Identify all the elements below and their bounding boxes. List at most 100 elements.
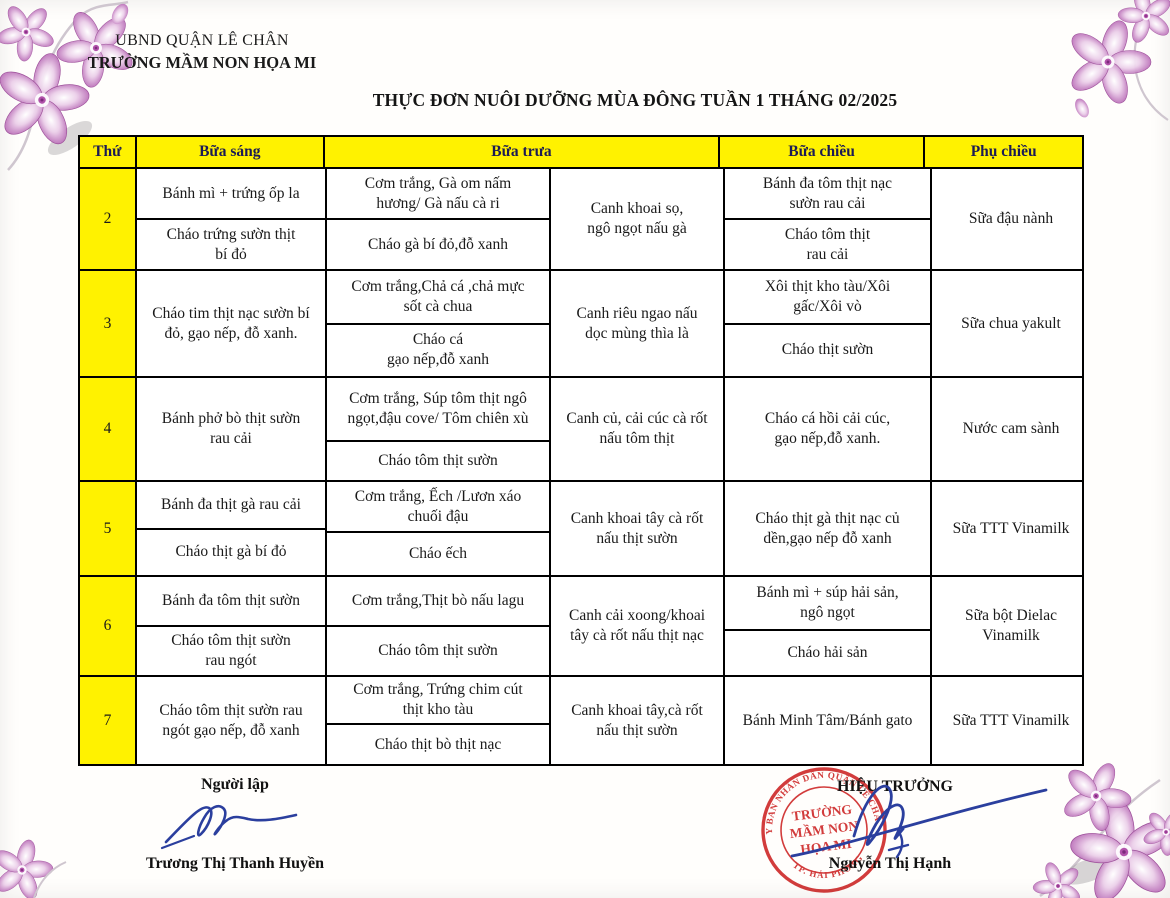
table-row-day-7: 7 Cháo tôm thịt sườn rau ngót gạo nếp, đ…	[80, 675, 1082, 764]
lunch-main-cell: Cơm trắng, Súp tôm thịt ngô ngọt,đậu cov…	[325, 378, 549, 480]
menu-item: Cháo hải sản	[725, 629, 930, 675]
lunch-soup-cell: Canh riêu ngao nấu dọc mùng thìa là	[549, 271, 723, 376]
day-number: 4	[103, 420, 112, 438]
menu-item: Cháo tôm thịt sườn	[327, 439, 549, 480]
menu-item: Canh cải xoong/khoai tây cà rốt nấu thịt…	[568, 607, 706, 644]
menu-item: Canh củ, cải cúc cà rốt nấu tôm thịt	[566, 410, 708, 447]
extra-cell: Nước cam sành	[930, 378, 1090, 480]
menu-item: Cháo thịt bò thịt nạc	[327, 723, 549, 764]
lunch-soup-cell: Canh cải xoong/khoai tây cà rốt nấu thịt…	[549, 577, 723, 675]
menu-item: Cháo tôm thịt sườn rau ngót	[137, 625, 325, 675]
extra-cell: Sữa bột Dielac Vinamilk	[930, 577, 1090, 675]
column-header-breakfast: Bữa sáng	[134, 137, 324, 167]
menu-item: Cơm trắng,Thịt bò nấu lagu	[351, 592, 525, 610]
menu-item: Cháo ếch	[327, 531, 549, 575]
menu-item: Cơm trắng,Chả cá ,chả mực sốt cà chua	[351, 277, 525, 315]
lunch-soup-cell: Canh khoai tây cà rốt nấu thịt sườn	[549, 482, 723, 575]
afternoon-cell: Bánh mì + súp hải sản, ngô ngọt Cháo hải…	[723, 577, 930, 675]
lunch-soup-cell: Canh khoai tây,cà rốt nấu thịt sườn	[549, 677, 723, 764]
column-header-lunch: Bữa trưa	[323, 137, 718, 167]
menu-item: Canh khoai tây,cà rốt nấu thịt sườn	[571, 701, 703, 739]
menu-item: Cháo cá gạo nếp,đỗ xanh	[327, 322, 549, 377]
creator-title: Người lập	[201, 776, 269, 793]
extra-cell: Sữa đậu nành	[930, 169, 1090, 269]
column-header-extra: Phụ chiều	[923, 137, 1082, 167]
menu-item: Canh riêu ngao nấu dọc mùng thìa là	[576, 304, 698, 342]
breakfast-cell: Bánh phở bò thịt sườn rau cải	[135, 378, 325, 480]
day-number: 6	[103, 617, 112, 635]
extra-cell: Sữa chua yakult	[930, 271, 1090, 376]
day-number: 5	[103, 519, 112, 537]
menu-item: Bánh mì + súp hải sản, ngô ngọt	[756, 584, 899, 621]
creator-signature	[160, 805, 298, 850]
day-cell: 5	[80, 482, 135, 575]
stamp-line1: TRƯỜNG	[791, 801, 853, 823]
school-header: UBND QUẬN LÊ CHÂN TRƯỜNG MẦM NON HỌA MI	[52, 30, 352, 74]
table-row-day-2: 2 Bánh mì + trứng ốp la Cháo trứng sườn …	[80, 169, 1082, 269]
menu-item: Cháo gà bí đỏ,đỗ xanh	[327, 218, 549, 269]
menu-item: Cháo trứng sườn thịt bí đỏ	[137, 218, 325, 269]
menu-item: Cháo tim thịt nạc sườn bí đỏ, gạo nếp, đ…	[152, 304, 310, 342]
menu-item: Bánh đa tôm thịt sườn	[161, 592, 300, 610]
extra-cell: Sữa TTT Vinamilk	[930, 482, 1090, 575]
lunch-soup-cell: Canh củ, cải cúc cà rốt nấu tôm thịt	[549, 378, 723, 480]
principal-name: Nguyễn Thị Hạnh	[828, 855, 952, 872]
lunch-soup-cell: Canh khoai sọ, ngô ngọt nấu gà	[549, 169, 723, 269]
menu-item: Bánh đa thịt gà rau cải	[161, 495, 301, 513]
menu-item: Cháo tôm thịt sườn rau ngót gạo nếp, đỗ …	[159, 701, 303, 739]
column-header-afternoon: Bữa chiều	[717, 137, 923, 167]
afternoon-cell: Cháo thịt gà thịt nạc củ dền,gạo nếp đỗ …	[723, 482, 930, 575]
menu-item: Sữa bột Dielac Vinamilk	[965, 607, 1057, 644]
breakfast-cell: Cháo tim thịt nạc sườn bí đỏ, gạo nếp, đ…	[135, 271, 325, 376]
menu-item: Bánh Minh Tâm/Bánh gato	[742, 711, 913, 729]
menu-item: Sữa TTT Vinamilk	[952, 519, 1070, 537]
column-header-day: Thứ	[80, 137, 135, 167]
table-header-row: Thứ Bữa sáng Bữa trưa Bữa chiều Phụ chiề…	[80, 137, 1082, 169]
menu-item: Cháo thịt gà bí đỏ	[137, 527, 325, 576]
menu-item: Cơm trắng, Gà om nấm hương/ Gà nấu cà ri	[364, 174, 512, 212]
day-number: 3	[103, 314, 112, 332]
menu-item: Canh khoai tây cà rốt nấu thịt sườn	[570, 509, 704, 547]
afternoon-cell: Bánh Minh Tâm/Bánh gato	[723, 677, 930, 764]
day-cell: 4	[80, 378, 135, 480]
extra-cell: Sữa TTT Vinamilk	[930, 677, 1090, 764]
breakfast-cell: Bánh đa thịt gà rau cải Cháo thịt gà bí …	[135, 482, 325, 575]
table-row-day-3: 3 Cháo tim thịt nạc sườn bí đỏ, gạo nếp,…	[80, 269, 1082, 376]
lunch-main-cell: Cơm trắng,Thịt bò nấu lagu Cháo tôm thịt…	[325, 577, 549, 675]
menu-item: Bánh đa tôm thịt nạc sườn rau cải	[762, 174, 893, 212]
school-stamp: ỦY BAN NHÂN DÂN QUẬN LÊ CHÂN TP. HẢI PHÒ…	[750, 756, 887, 893]
org-name-line2: TRƯỜNG MẦM NON HỌA MI	[87, 52, 317, 72]
table-row-day-4: 4 Bánh phở bò thịt sườn rau cải Cơm trắn…	[80, 376, 1082, 480]
breakfast-cell: Bánh đa tôm thịt sườn Cháo tôm thịt sườn…	[135, 577, 325, 675]
day-cell: 2	[80, 169, 135, 269]
lunch-main-cell: Cơm trắng, Ếch /Lươn xáo chuối đậu Cháo …	[325, 482, 549, 575]
creator-name: Trương Thị Thanh Huyền	[145, 855, 325, 872]
day-number: 7	[103, 711, 112, 729]
afternoon-cell: Cháo cá hồi cải cúc, gạo nếp,đỗ xanh.	[723, 378, 930, 480]
afternoon-cell: Bánh đa tôm thịt nạc sườn rau cải Cháo t…	[723, 169, 930, 269]
lunch-main-cell: Cơm trắng, Gà om nấm hương/ Gà nấu cà ri…	[325, 169, 549, 269]
page-title: THỰC ĐƠN NUÔI DƯỠNG MÙA ĐÔNG TUẦN 1 THÁN…	[372, 90, 898, 110]
menu-item: Canh khoai sọ, ngô ngọt nấu gà	[587, 200, 687, 237]
day-cell: 3	[80, 271, 135, 376]
menu-item: Sữa đậu nành	[968, 210, 1054, 228]
lunch-main-cell: Cơm trắng,Chả cá ,chả mực sốt cà chua Ch…	[325, 271, 549, 376]
menu-item: Bánh mì + trứng ốp la	[162, 184, 300, 202]
menu-item: Cháo thịt sườn	[725, 322, 930, 377]
afternoon-cell: Xôi thịt kho tàu/Xôi gấc/Xôi vò Cháo thị…	[723, 271, 930, 376]
principal-title: HIỆU TRƯỞNG	[836, 778, 953, 795]
table-row-day-5: 5 Bánh đa thịt gà rau cải Cháo thịt gà b…	[80, 480, 1082, 575]
menu-item: Cơm trắng, Ếch /Lươn xáo chuối đậu	[354, 487, 522, 525]
principal-signature	[790, 784, 1048, 859]
menu-item: Cháo tôm thịt rau cải	[725, 218, 930, 269]
menu-item: Sữa chua yakult	[961, 314, 1061, 332]
breakfast-cell: Bánh mì + trứng ốp la Cháo trứng sườn th…	[135, 169, 325, 269]
menu-item: Sữa TTT Vinamilk	[952, 711, 1070, 729]
table-row-day-6: 6 Bánh đa tôm thịt sườn Cháo tôm thịt sư…	[80, 575, 1082, 675]
day-cell: 7	[80, 677, 135, 764]
menu-item: Xôi thịt kho tàu/Xôi gấc/Xôi vò	[764, 277, 891, 315]
menu-item: Cháo cá hồi cải cúc, gạo nếp,đỗ xanh.	[764, 410, 891, 447]
lunch-main-cell: Cơm trắng, Trứng chim cút thịt kho tàu C…	[325, 677, 549, 764]
day-number: 2	[103, 210, 112, 228]
